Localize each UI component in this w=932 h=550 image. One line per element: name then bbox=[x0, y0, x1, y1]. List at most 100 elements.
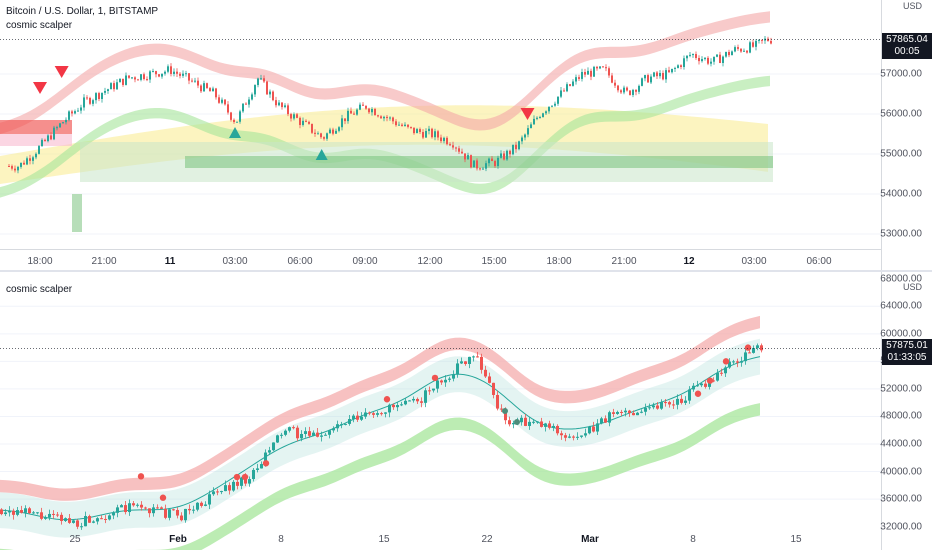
bottom-time-axis[interactable]: 25 Feb 8 15 22 Mar 8 15 bbox=[0, 534, 881, 548]
candle-body bbox=[14, 168, 16, 171]
candle-body bbox=[143, 74, 145, 80]
candle-body bbox=[96, 518, 99, 522]
candle-body bbox=[86, 97, 88, 99]
candle bbox=[320, 431, 323, 442]
candle bbox=[720, 368, 723, 376]
candle-body bbox=[317, 133, 319, 135]
y-tick-label: 53000.00 bbox=[880, 228, 922, 240]
candle bbox=[116, 504, 119, 518]
candle-body bbox=[132, 503, 135, 506]
candle-body bbox=[443, 137, 445, 142]
candle bbox=[710, 58, 712, 67]
candle bbox=[770, 37, 772, 45]
top-chart-svg[interactable] bbox=[0, 0, 881, 270]
candle-body bbox=[332, 129, 334, 134]
candle-body bbox=[767, 38, 769, 41]
top-time-axis[interactable]: 18:00 21:00 11 03:00 06:00 09:00 12:00 15:00 18:… bbox=[0, 256, 881, 270]
candle bbox=[600, 416, 603, 425]
candle bbox=[688, 386, 691, 404]
x-tick-label: 11 bbox=[164, 256, 176, 267]
candle bbox=[230, 111, 232, 122]
candle bbox=[245, 102, 247, 105]
candle bbox=[700, 382, 703, 388]
candle bbox=[17, 165, 19, 174]
candle bbox=[460, 357, 463, 364]
candle bbox=[684, 396, 687, 406]
candle-body bbox=[719, 54, 721, 63]
candle-body bbox=[233, 119, 235, 123]
candle-body bbox=[84, 516, 87, 527]
candle bbox=[281, 102, 283, 110]
candle bbox=[524, 414, 527, 427]
candle bbox=[539, 115, 541, 119]
candle bbox=[254, 84, 256, 98]
candle bbox=[209, 86, 211, 92]
candle-body bbox=[746, 50, 748, 53]
candle-body bbox=[473, 160, 475, 168]
candle bbox=[364, 408, 367, 419]
candle-body bbox=[712, 380, 715, 382]
pane-separator[interactable] bbox=[0, 270, 932, 272]
candle bbox=[542, 112, 544, 118]
candle-body bbox=[508, 420, 511, 425]
candle-body bbox=[8, 166, 10, 167]
candle bbox=[240, 476, 243, 490]
candle bbox=[311, 123, 313, 135]
candle-body bbox=[12, 510, 15, 515]
candle-body bbox=[734, 47, 736, 52]
candle bbox=[374, 107, 376, 116]
candle bbox=[359, 102, 361, 111]
candle-body bbox=[104, 91, 106, 93]
top-chart-pane[interactable]: Bitcoin / U.S. Dollar, 1, BITSTAMP cosmi… bbox=[0, 0, 932, 270]
candle-body bbox=[173, 71, 175, 74]
bottom-plot-area[interactable] bbox=[0, 272, 882, 550]
candle-body bbox=[59, 123, 61, 128]
support-zone-edge bbox=[72, 194, 82, 232]
candle-body bbox=[172, 509, 175, 511]
candle-body bbox=[608, 412, 611, 423]
candle bbox=[677, 64, 679, 69]
x-tick-label: 15 bbox=[790, 534, 802, 545]
candle-body bbox=[695, 54, 697, 59]
candle-body bbox=[656, 405, 659, 409]
candle bbox=[0, 508, 3, 516]
candle bbox=[72, 519, 75, 524]
top-price-axis[interactable]: USD 57000.00 56000.00 55000.00 54000.00 5300… bbox=[880, 0, 932, 250]
sell-dot bbox=[241, 473, 249, 481]
candle bbox=[140, 501, 143, 511]
candle-body bbox=[608, 68, 610, 76]
candle-body bbox=[725, 51, 727, 57]
candle bbox=[276, 434, 279, 443]
candle bbox=[284, 103, 286, 109]
candle bbox=[566, 82, 568, 93]
candle-body bbox=[692, 54, 694, 56]
candle bbox=[665, 67, 667, 83]
candle-body bbox=[396, 405, 399, 408]
bottom-chart-pane[interactable]: cosmic scalper USD 68000.00 64000.00 60000… bbox=[0, 272, 932, 550]
sell-signal bbox=[520, 108, 535, 120]
candle-body bbox=[77, 110, 79, 112]
candle-body bbox=[509, 150, 511, 155]
bottom-chart-svg[interactable] bbox=[0, 272, 881, 550]
candle bbox=[464, 361, 467, 366]
candle-body bbox=[108, 515, 111, 520]
candle-body bbox=[344, 118, 346, 122]
x-tick-label: 25 bbox=[69, 534, 81, 545]
indicator-legend[interactable]: cosmic scalper bbox=[6, 284, 73, 295]
candle-body bbox=[576, 436, 579, 438]
indicator-legend[interactable]: cosmic scalper bbox=[6, 20, 73, 31]
candle-body bbox=[136, 504, 139, 506]
candle bbox=[314, 129, 316, 137]
candle-body bbox=[176, 509, 179, 516]
x-tick-label: 06:00 bbox=[287, 256, 313, 267]
candle bbox=[140, 73, 142, 82]
buy-signal bbox=[229, 127, 242, 138]
candle-body bbox=[413, 127, 415, 134]
candle-body bbox=[704, 57, 706, 60]
candle bbox=[592, 421, 595, 433]
candle bbox=[662, 70, 664, 81]
top-plot-area[interactable] bbox=[0, 0, 882, 270]
candle-body bbox=[680, 65, 682, 67]
bottom-price-axis[interactable]: USD 68000.0064000.0060000.0056000.005200… bbox=[880, 272, 932, 550]
candle bbox=[512, 420, 515, 429]
